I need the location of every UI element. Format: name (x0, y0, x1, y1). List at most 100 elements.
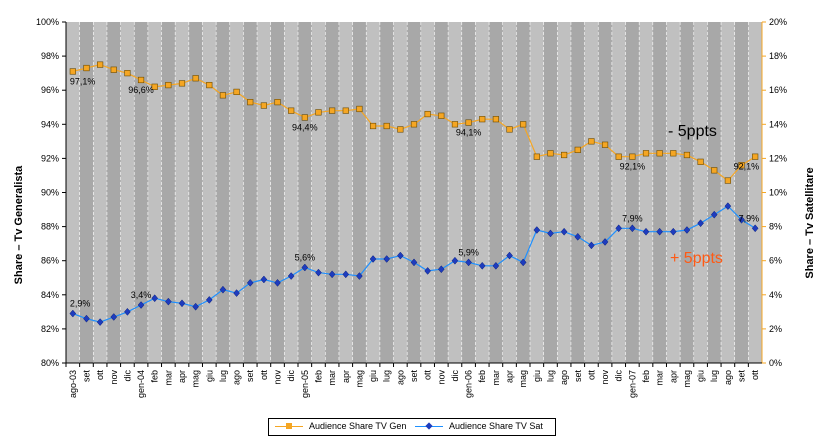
gen-point (492, 116, 499, 123)
gen-point (642, 150, 650, 157)
gen-point (165, 81, 172, 89)
x-tick-label: giu (532, 370, 542, 382)
gen-point (397, 126, 404, 133)
gen-point (451, 121, 459, 128)
sat-point (574, 232, 582, 241)
left-axis-ticks: 80% 82% 84% 86% 88% 90% 92% 94% 96% 98% 100% (36, 17, 66, 368)
grid-stripe (652, 22, 667, 363)
x-tick-label: feb (641, 370, 651, 383)
grid-stripe (243, 22, 258, 363)
x-tick-label: mar (655, 370, 665, 386)
left-tick-label: 96% (41, 85, 59, 95)
sat-point (165, 297, 172, 306)
x-tick-label: ago (723, 370, 733, 385)
x-tick-label: nov (273, 370, 283, 385)
gen-point (315, 109, 322, 116)
gen-point (247, 99, 254, 106)
sat-point (519, 258, 527, 267)
x-tick-label: mag (518, 370, 528, 388)
gen-point (697, 158, 704, 165)
grid-stripe (188, 22, 203, 363)
data-label: 92,1% (620, 162, 646, 172)
gen-point (288, 107, 295, 114)
x-axis-ticks: ago-03 set ott nov dic gen-04 feb mar apr mag giu l… (65, 363, 760, 398)
grid-stripe (707, 22, 722, 363)
series-markers (69, 61, 759, 326)
grid-stripe (543, 22, 558, 363)
gen-point (410, 121, 418, 128)
x-tick-label: giu (204, 370, 214, 382)
left-tick-label: 100% (36, 17, 59, 27)
gen-change-annotation: - 5ppts (668, 123, 717, 140)
sat-point (697, 219, 704, 228)
sat-point (751, 224, 759, 233)
grid-stripe (161, 22, 176, 363)
gen-point (151, 83, 158, 90)
x-tick-label: ago (232, 370, 242, 385)
sat-point (629, 224, 636, 233)
x-tick-label: apr (341, 370, 351, 383)
gen-point (506, 126, 513, 133)
x-tick-label: ott (95, 370, 105, 381)
legend: Audience Share TV Gen Audience Share TV … (268, 418, 556, 436)
grid-stripe (407, 22, 421, 363)
sat-point (738, 215, 745, 224)
gen-point (219, 92, 227, 99)
x-tick-label: set (573, 370, 583, 383)
sat-point (683, 226, 691, 234)
x-tick-label: dic (614, 370, 624, 382)
x-tick-label: nov (600, 370, 610, 385)
sat-point (601, 238, 609, 246)
x-tick-label: mag (682, 370, 692, 388)
left-tick-label: 84% (41, 290, 59, 300)
x-tick-label: nov (109, 370, 119, 385)
gen-point (738, 162, 745, 169)
sat-point (356, 272, 363, 280)
right-tick-label: 6% (769, 256, 782, 266)
sat-point (424, 267, 431, 275)
x-tick-label: feb (477, 370, 487, 383)
sat-point (260, 275, 268, 284)
x-tick-label: gen-07 (627, 370, 637, 398)
grid-stripe (325, 22, 339, 363)
gen-point (69, 68, 76, 75)
left-tick-label: 90% (41, 188, 59, 198)
grid-stripe (79, 22, 94, 363)
x-tick-label: apr (505, 370, 515, 383)
gen-point (533, 153, 540, 160)
gen-point (724, 177, 731, 184)
gen-point (233, 88, 240, 96)
gen-point (369, 122, 377, 130)
gen-point (301, 114, 308, 121)
sat-point (710, 210, 718, 219)
right-tick-label: 12% (769, 153, 787, 163)
data-label: 96,6% (128, 85, 154, 95)
sat-point (137, 301, 145, 309)
sat-point (615, 224, 623, 233)
sat-point (547, 229, 554, 238)
right-tick-label: 16% (769, 85, 787, 95)
sat-point (274, 278, 281, 287)
gen-point (192, 75, 199, 82)
x-tick-label: lug (218, 370, 228, 382)
sat-point (246, 278, 254, 287)
x-tick-label: ago (559, 370, 569, 385)
x-tick-label: set (81, 370, 91, 383)
right-axis-title: Share – Tv Satellitare (804, 167, 816, 278)
gen-point (206, 81, 213, 89)
data-label: 94,4% (292, 122, 318, 132)
legend-label-sat: Audience Share TV Sat (449, 421, 543, 431)
sat-point (192, 302, 199, 311)
gen-point (711, 167, 718, 174)
sat-point (560, 227, 568, 236)
grid-stripe (625, 22, 640, 363)
gen-point (615, 153, 622, 160)
right-tick-label: 20% (769, 17, 787, 27)
x-tick-label: mag (354, 370, 364, 388)
x-tick-label: feb (313, 370, 323, 383)
x-tick-label: dic (286, 370, 296, 382)
gen-point (110, 66, 117, 73)
x-tick-label: ott (586, 370, 596, 381)
grid-stripe (489, 22, 503, 363)
